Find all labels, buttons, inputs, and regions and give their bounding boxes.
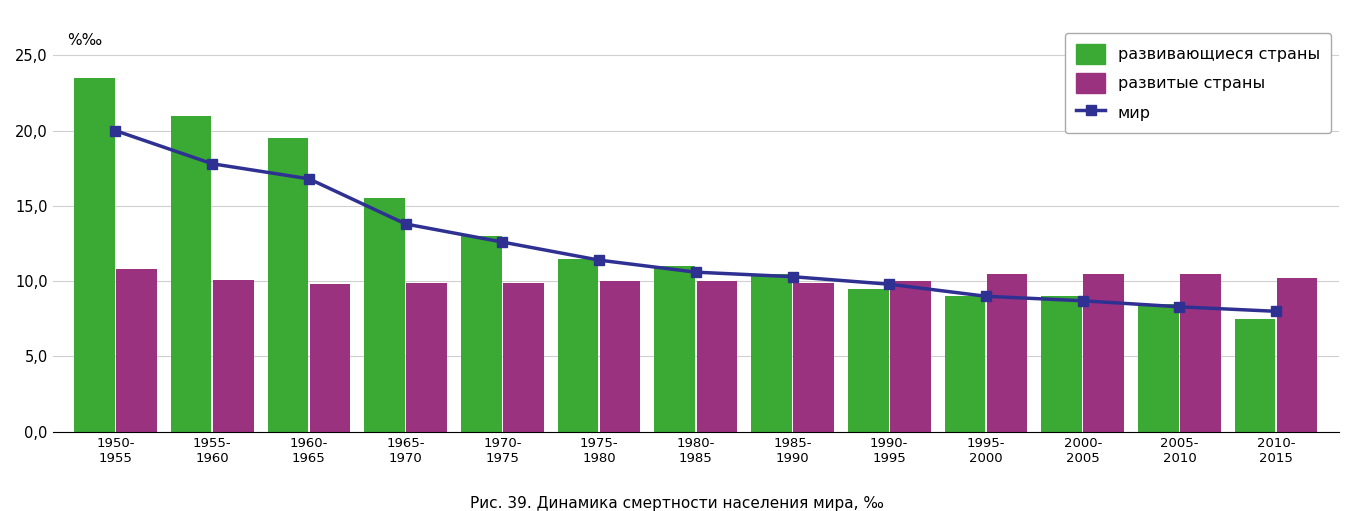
Bar	[945, 296, 986, 432]
Bar	[793, 283, 834, 432]
Bar	[1041, 296, 1082, 432]
Bar	[1277, 278, 1317, 432]
Bar	[848, 289, 888, 432]
Text: %‰: %‰	[68, 33, 103, 48]
Bar	[1139, 304, 1179, 432]
Text: Рис. 39. Динамика смертности населения мира, ‰: Рис. 39. Динамика смертности населения м…	[470, 496, 884, 511]
Bar	[654, 266, 695, 432]
Bar	[600, 281, 640, 432]
Bar	[406, 283, 447, 432]
Bar	[987, 274, 1028, 432]
Bar	[558, 259, 598, 432]
Bar	[1235, 319, 1275, 432]
Bar	[1083, 274, 1124, 432]
Bar	[74, 78, 115, 432]
Bar	[213, 280, 253, 432]
Bar	[751, 274, 792, 432]
Bar	[310, 284, 351, 432]
Bar	[364, 198, 405, 432]
Bar	[696, 281, 737, 432]
Bar	[460, 236, 501, 432]
Bar	[890, 281, 930, 432]
Bar	[171, 115, 211, 432]
Bar	[116, 269, 157, 432]
Bar	[1181, 274, 1221, 432]
Bar	[268, 138, 309, 432]
Bar	[504, 283, 544, 432]
Legend: развивающиеся страны, развитые страны, мир: развивающиеся страны, развитые страны, м…	[1066, 33, 1331, 133]
